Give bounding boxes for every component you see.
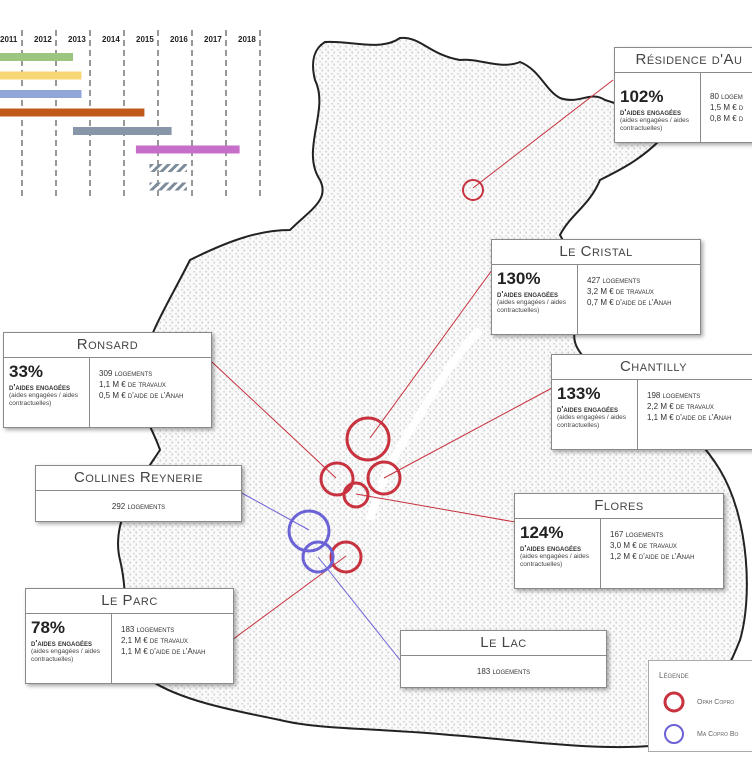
timeline-year-label: 2011 <box>0 35 18 44</box>
card-stat: 1,2 M € d'aide de l'Anah <box>610 552 695 561</box>
card-pct: 78% <box>31 618 66 637</box>
card-stat: 427 logements <box>587 276 641 285</box>
marker-collines <box>287 509 331 553</box>
timeline-year-label: 2015 <box>136 35 154 44</box>
card-title: Le Parc <box>26 589 233 614</box>
timeline-year-label: 2014 <box>102 35 120 44</box>
card-residence: Résidence d'Au 102% d'aides engagées (ai… <box>614 47 752 143</box>
timeline-year-label: 2013 <box>68 35 86 44</box>
timeline-year-label: 2016 <box>170 35 188 44</box>
card-stat: 0,5 M € d'aide de l'Anah <box>99 391 184 400</box>
card-pct: 124% <box>520 523 564 542</box>
leader-ronsard <box>211 361 337 479</box>
card-stat: 2,1 M € de travaux <box>121 636 188 645</box>
card-title: Flores <box>515 494 723 519</box>
card-pct-label: d'aides engagées <box>557 404 619 414</box>
leader-lac <box>317 556 401 661</box>
card-pct-note: (aides engagées / aides contractuelles) <box>497 299 567 314</box>
timeline-bar <box>149 182 187 191</box>
card-flores: Flores 124% d'aides engagées (aides enga… <box>514 493 724 589</box>
card-pct: 33% <box>9 362 44 381</box>
card-stat: 0,7 M € d'aide de l'Anah <box>587 298 672 307</box>
card-pct-label: d'aides engagées <box>9 382 71 392</box>
leader-chantilly <box>383 387 553 479</box>
card-pct-note: (aides engagées / aides contractuelles) <box>31 648 101 663</box>
site-markers <box>287 179 484 574</box>
card-pct-note: (aides engagées / aides contractuelles) <box>557 414 627 429</box>
marker-cristal <box>345 416 391 462</box>
card-lac: Le Lac 183 logements <box>400 630 607 688</box>
legend-title: Légende <box>659 671 689 680</box>
card-count: 183 logements <box>476 667 531 676</box>
card-stat: 80 logem <box>710 92 743 101</box>
card-pct: 130% <box>497 269 541 288</box>
card-pct-note: (aides engagées / aides contractuelles) <box>520 553 590 568</box>
legend-swatch-macopro <box>664 724 684 744</box>
card-pct-label: d'aides engagées <box>31 638 93 648</box>
marker-lac <box>301 540 335 574</box>
timeline-bar <box>149 164 187 172</box>
legend-swatches <box>663 691 685 744</box>
timeline-bar <box>0 71 82 80</box>
card-stat: 3,0 M € de travaux <box>610 541 677 550</box>
timeline-bar <box>0 90 82 98</box>
card-title: Chantilly <box>552 355 752 380</box>
card-pct-label: d'aides engagées <box>497 289 559 299</box>
timeline-year-label: 2017 <box>204 35 222 44</box>
card-stat: 198 logements <box>647 391 701 400</box>
card-cristal: Le Cristal 130% d'aides engagées (aides … <box>491 239 701 335</box>
timeline-bar <box>73 127 172 135</box>
marker-chantilly <box>366 460 402 496</box>
card-title: Collines Reynerie <box>36 466 241 491</box>
leader-collines <box>239 491 310 531</box>
card-chantilly: Chantilly 133% d'aides engagées (aides e… <box>551 354 752 450</box>
legend-label-macopro: Ma Copro Bo <box>697 731 739 738</box>
card-pct-note: (aides engagées / aides contractuelles) <box>620 117 690 132</box>
card-stat: 1,1 M € d'aide de l'Anah <box>647 413 732 422</box>
card-stat: 0,8 M € d <box>710 114 744 123</box>
marker-parc <box>329 540 363 574</box>
timeline-year-label: 2012 <box>34 35 52 44</box>
card-title: Le Cristal <box>492 240 700 265</box>
card-pct: 102% <box>620 87 664 106</box>
legend-label-opah: Opah Copro <box>697 699 735 706</box>
card-count: 292 logements <box>111 501 166 511</box>
leader-lines <box>211 79 614 661</box>
leader-cristal <box>369 269 493 439</box>
card-title: Ronsard <box>4 333 211 358</box>
card-stat: 167 logements <box>610 530 664 539</box>
timeline-year-label: 2018 <box>238 35 256 44</box>
card-stat: 309 logements <box>99 369 153 378</box>
timeline-bar <box>0 108 145 117</box>
marker-residence <box>462 179 484 201</box>
card-pct-label: d'aides engagées <box>620 107 682 117</box>
card-pct: 133% <box>557 384 601 403</box>
card-stat: 3,2 M € de travaux <box>587 287 654 296</box>
timeline-bar <box>0 53 73 61</box>
map-legend: Légende Opah Copro Ma Copro Bo <box>648 660 752 752</box>
card-collines: Collines Reynerie 292 logements <box>35 465 242 522</box>
card-title: Le Lac <box>401 631 606 656</box>
card-stat: 1,1 M € d'aide de l'Anah <box>121 647 206 656</box>
timeline-bar <box>135 145 240 154</box>
card-parc: Le Parc 78% d'aides engagées (aides enga… <box>25 588 234 684</box>
card-title: Résidence d'Au <box>615 48 752 73</box>
card-pct-label: d'aides engagées <box>520 543 582 553</box>
marker-flores <box>342 481 370 509</box>
river <box>366 327 483 521</box>
leader-flores <box>355 493 516 523</box>
card-ronsard: Ronsard 33% d'aides engagées (aides enga… <box>3 332 212 428</box>
card-stat: 2,2 M € de travaux <box>647 402 714 411</box>
card-pct-note: (aides engagées / aides contractuelles) <box>9 392 79 407</box>
card-stat: 183 logements <box>121 625 175 634</box>
card-stat: 1,5 M € d <box>710 103 744 112</box>
timeline-bars <box>0 53 240 191</box>
leader-residence <box>472 79 614 189</box>
card-stat: 1,1 M € de travaux <box>99 380 166 389</box>
legend-swatch-opah <box>663 691 685 713</box>
marker-ronsard <box>319 461 355 497</box>
